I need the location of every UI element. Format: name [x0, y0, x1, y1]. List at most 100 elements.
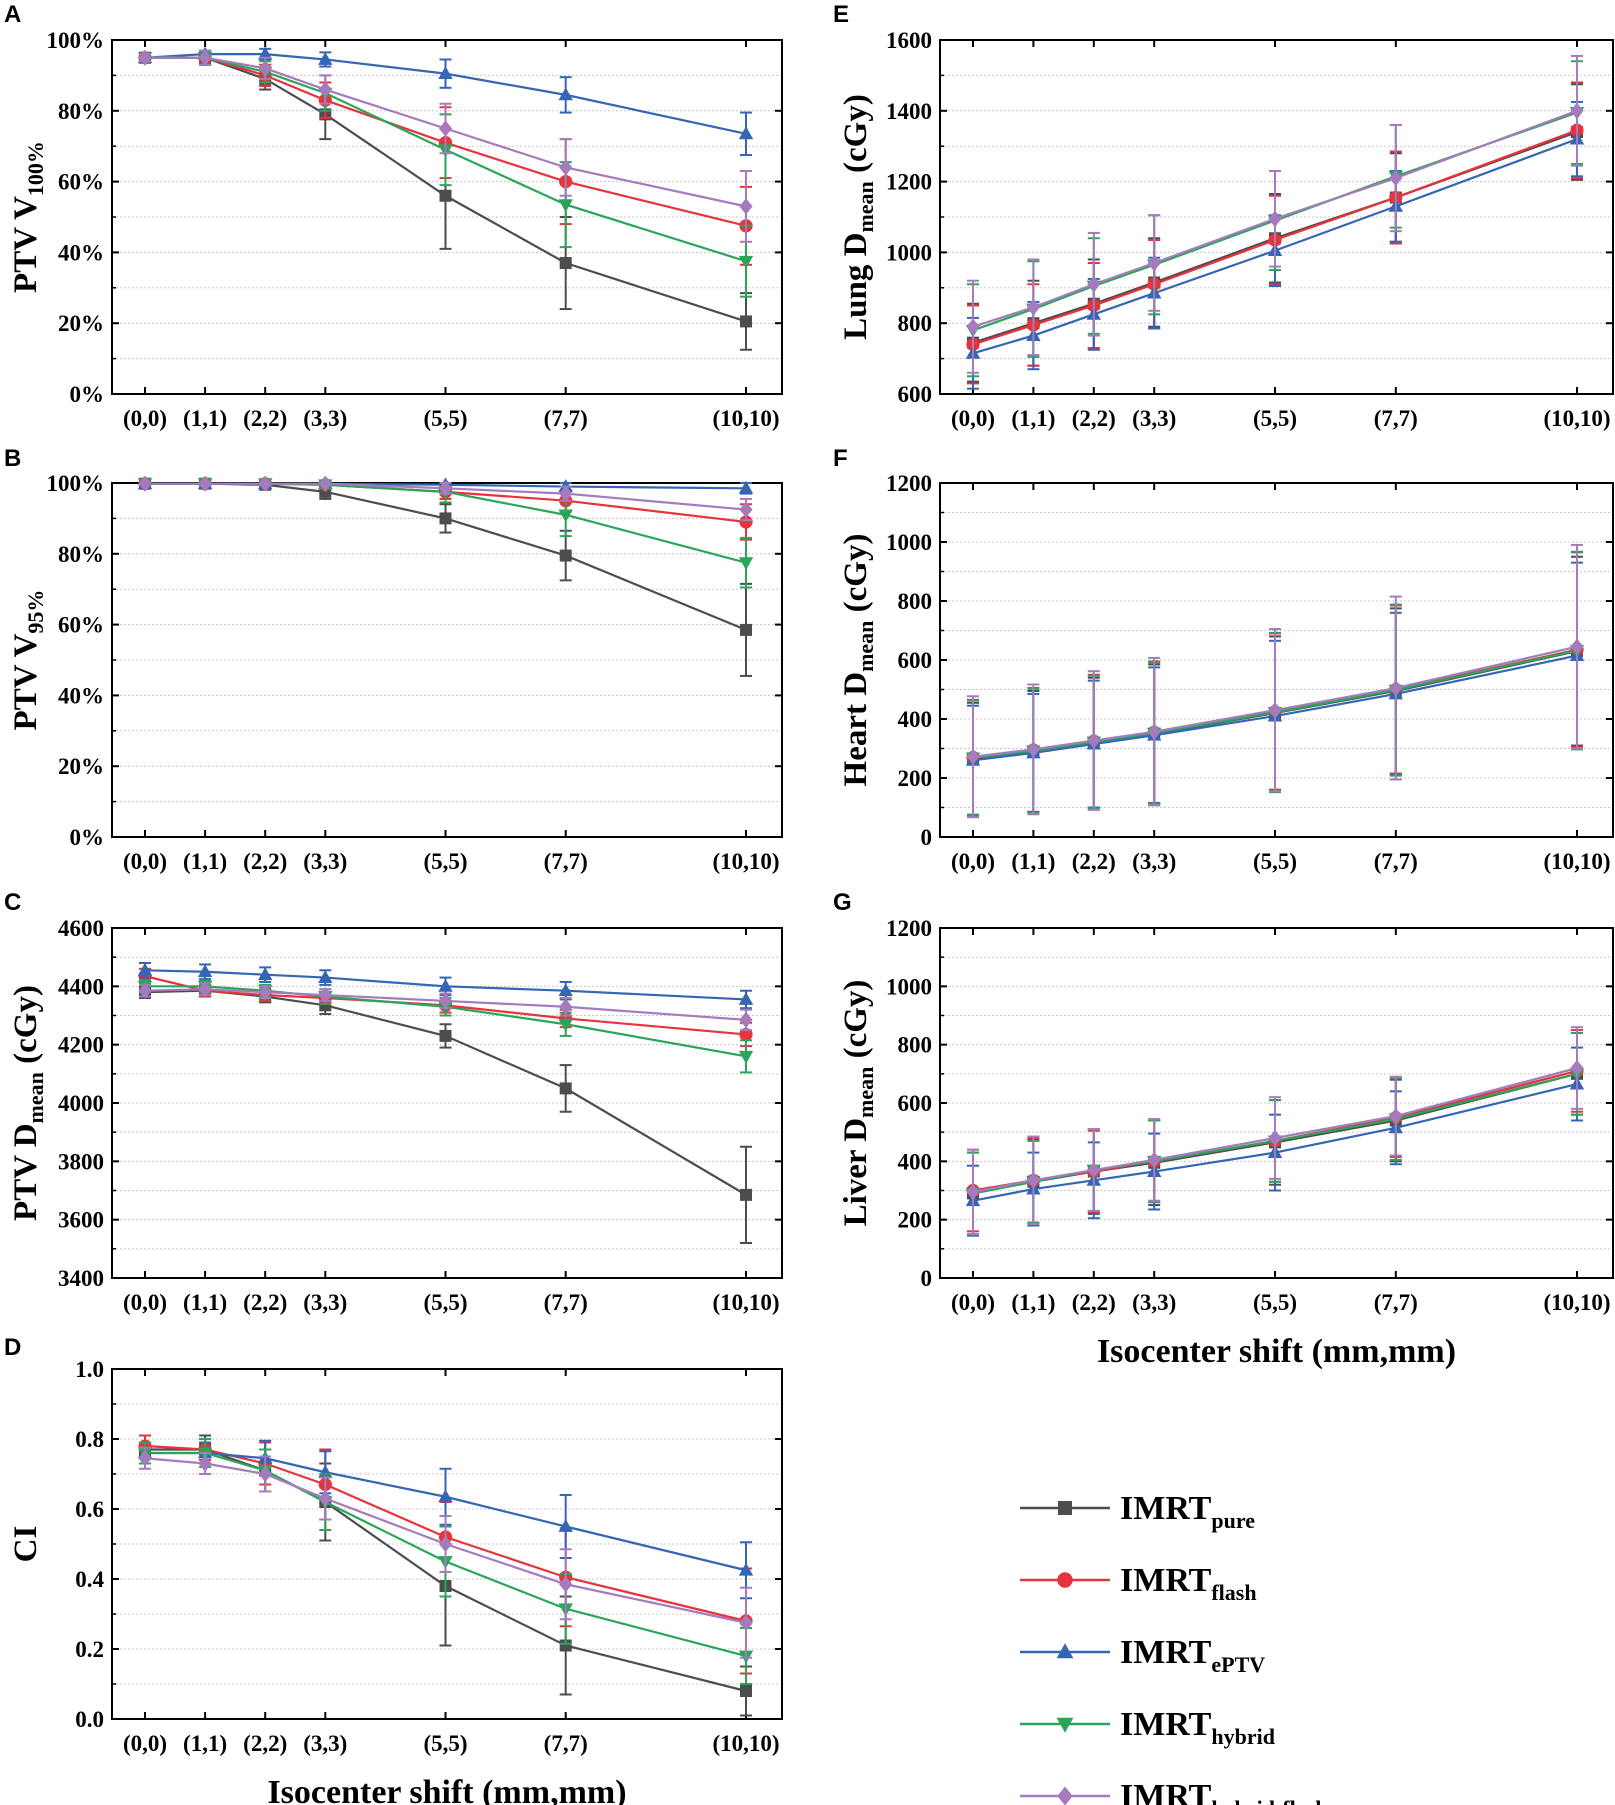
- series-hybrid-flash: [966, 1026, 1584, 1236]
- legend-label-base: IMRT: [1120, 1562, 1212, 1599]
- data-point: [559, 998, 573, 1015]
- y-tick-label: 1200: [886, 916, 932, 941]
- x-tick-label: (5,5): [1253, 849, 1297, 874]
- y-tick-label: 1600: [886, 28, 932, 53]
- data-point: [318, 51, 333, 65]
- x-tick-label: (3,3): [303, 1731, 347, 1756]
- data-point: [558, 1018, 573, 1032]
- data-point: [558, 509, 573, 523]
- data-point: [439, 1029, 452, 1042]
- y-tick-label: 3800: [58, 1149, 104, 1174]
- y-tick-label: 1000: [886, 530, 932, 555]
- data-point: [258, 1465, 272, 1483]
- y-tick-label: 20%: [58, 754, 104, 779]
- data-point: [559, 485, 573, 502]
- y-tick-label: 4400: [58, 974, 104, 999]
- legend-label-subscript: flash: [1211, 1580, 1256, 1605]
- y-tick-label: 4600: [58, 916, 104, 941]
- data-point: [738, 480, 754, 494]
- chart-panel-b: B 0% 20% 40% 60% 80% 100% (0,0) (1,1) (2,2) (3,3) (…: [4, 445, 783, 874]
- y-tick-label: 1.0: [75, 1357, 104, 1382]
- x-tick-label: (7,7): [1374, 1290, 1418, 1315]
- y-tick-label: 4200: [58, 1033, 104, 1058]
- y-tick-label: 200: [898, 1208, 933, 1233]
- data-point: [438, 992, 453, 1010]
- x-tick-label: (10,10): [1543, 1290, 1610, 1315]
- y-tick-label: 0.2: [75, 1637, 104, 1662]
- y-tick-label: 40%: [58, 240, 104, 265]
- y-tick-label: 3400: [58, 1266, 104, 1291]
- panel-letter: F: [833, 445, 848, 472]
- data-point: [740, 315, 752, 328]
- x-tick-label: (5,5): [423, 1290, 467, 1315]
- x-tick-label: (3,3): [1132, 406, 1176, 431]
- legend-label-subscript: hybrid: [1211, 1724, 1275, 1749]
- y-tick-label: 400: [898, 707, 933, 732]
- y-tick-label: 1000: [886, 974, 932, 999]
- chart-panel-c: C 3400 3600 3800 4000 4200 4400 4600 (0,0) (1,1) (…: [4, 889, 783, 1315]
- data-point: [438, 978, 453, 992]
- legend-label: IMRTflash: [1120, 1562, 1257, 1605]
- data-point: [1570, 102, 1584, 119]
- y-axis-title-unit: (cGy): [838, 980, 874, 1067]
- x-tick-label: (10,10): [712, 1290, 779, 1315]
- panel-letter: A: [4, 1, 21, 28]
- data-point: [318, 475, 332, 492]
- data-point: [198, 475, 212, 492]
- x-tick-label: (1,1): [1011, 406, 1055, 431]
- y-tick-label: 20%: [58, 311, 104, 336]
- data-point: [318, 986, 332, 1004]
- x-tick-label: (2,2): [1072, 406, 1116, 431]
- x-tick-label: (7,7): [544, 849, 588, 874]
- y-tick-label: 600: [898, 1091, 933, 1116]
- data-point: [258, 60, 272, 77]
- x-tick-label: (0,0): [123, 849, 167, 874]
- y-tick-label: 0: [921, 1266, 933, 1291]
- x-tick-label: (10,10): [1543, 849, 1610, 874]
- y-axis-title: Heart Dmean (cGy): [838, 534, 878, 787]
- x-tick-label: (1,1): [1011, 849, 1055, 874]
- panel-letter: D: [4, 1334, 21, 1361]
- data-point: [1268, 702, 1282, 719]
- y-axis-title: PTV V100%: [8, 141, 48, 293]
- data-point: [1570, 1059, 1584, 1077]
- y-tick-label: 40%: [58, 683, 104, 708]
- y-axis-title-base: PTV V: [8, 196, 44, 293]
- data-point: [1026, 299, 1040, 316]
- series-hybrid-flash: [966, 543, 1584, 819]
- data-point: [559, 257, 572, 270]
- legend-label-base: IMRT: [1120, 1778, 1212, 1805]
- data-point: [739, 1614, 753, 1631]
- data-point: [740, 623, 752, 636]
- y-tick-label: 800: [898, 311, 933, 336]
- x-tick-label: (2,2): [1072, 1290, 1116, 1315]
- series-hybrid-flash: [138, 49, 753, 243]
- data-point: [739, 515, 753, 529]
- x-tick-label: (3,3): [303, 1290, 347, 1315]
- data-point: [558, 983, 573, 997]
- data-point: [558, 87, 573, 101]
- chart-panel-e: E 600 800 1000 1200 1400 1600 (0,0) (1,1) (2,2) (3…: [833, 1, 1614, 431]
- data-point: [558, 479, 573, 492]
- data-point: [1147, 723, 1161, 740]
- data-point: [138, 49, 152, 66]
- panel-letter: B: [4, 445, 21, 472]
- x-tick-label: (10,10): [712, 1731, 779, 1756]
- data-point: [198, 981, 212, 998]
- legend-label: IMRThybrid: [1120, 1706, 1275, 1749]
- y-axis-title: Lung Dmean (cGy): [838, 94, 878, 340]
- series-hybrid-flash: [138, 981, 753, 1032]
- y-axis-title-unit: (cGy): [838, 94, 874, 181]
- legend-marker: [1058, 1501, 1072, 1515]
- x-tick-label: (7,7): [1374, 406, 1418, 431]
- data-point: [559, 159, 573, 176]
- x-tick-label: (3,3): [303, 849, 347, 874]
- x-tick-label: (2,2): [243, 1731, 287, 1756]
- data-point: [198, 1455, 212, 1472]
- data-point: [559, 549, 572, 562]
- y-axis-title-base: Lung D: [838, 233, 874, 340]
- data-point: [438, 1489, 453, 1503]
- legend-label: IMRTpure: [1120, 1490, 1255, 1533]
- series-eptv: [137, 962, 754, 1010]
- legend-label-subscript: pure: [1211, 1508, 1255, 1533]
